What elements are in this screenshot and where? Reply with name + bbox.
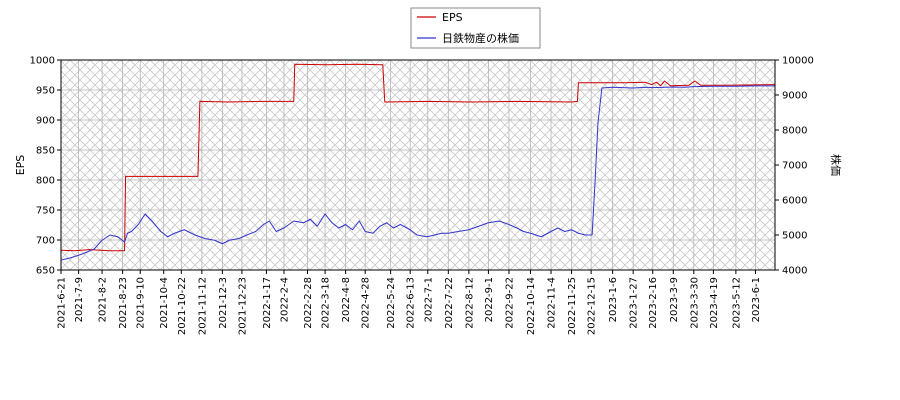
x-tick-label: 2021-6-21 <box>57 277 68 329</box>
x-tick-label: 2022-6-13 <box>406 277 417 329</box>
x-tick-label: 2022-12-15 <box>587 277 598 335</box>
plot-hatch <box>61 60 775 270</box>
x-tick-label: 2023-4-19 <box>709 277 720 329</box>
x-tick-label: 2022-11-25 <box>567 277 578 335</box>
x-tick-label: 2022-4-8 <box>341 277 352 322</box>
legend: EPS 日鉄物産の株価 <box>410 7 541 49</box>
x-tick-label: 2023-1-6 <box>608 277 619 322</box>
left-tick-label: 700 <box>36 236 55 247</box>
legend-label-eps: EPS <box>442 11 463 24</box>
right-axis: 4000 5000 6000 7000 8000 9000 10000 <box>775 56 814 277</box>
x-tick-label: 2023-6-1 <box>751 277 762 322</box>
left-tick-label: 950 <box>36 86 55 97</box>
left-tick-label: 900 <box>36 116 55 127</box>
right-tick-label: 7000 <box>782 161 807 172</box>
right-tick-label: 4000 <box>782 266 807 277</box>
x-tick-label: 2021-11-12 <box>197 277 208 335</box>
right-tick-label: 6000 <box>782 196 807 207</box>
right-axis-title: 株価 <box>829 154 843 176</box>
x-tick-label: 2022-9-22 <box>504 277 515 329</box>
x-axis: 2021-6-21 2021-7-9 2021-8-2 2021-8-23 2021-9… <box>57 270 762 335</box>
x-tick-label: 2022-9-1 <box>484 277 495 322</box>
x-tick-label: 2022-2-4 <box>280 277 291 322</box>
x-tick-label: 2022-10-14 <box>526 277 537 335</box>
series-line-stock-price <box>61 85 775 261</box>
x-tick-label: 2021-12-23 <box>237 277 248 335</box>
x-tick-label: 2023-1-27 <box>629 277 640 329</box>
x-tick-label: 2022-11-4 <box>547 277 558 329</box>
x-tick-label: 2021-10-22 <box>177 277 188 335</box>
legend-box <box>410 7 541 49</box>
x-tick-label: 2021-10-4 <box>159 277 170 329</box>
x-tick-label: 2023-2-16 <box>648 277 659 329</box>
series-line-eps <box>61 63 775 252</box>
x-tick-label: 2022-2-28 <box>303 277 314 329</box>
x-tick-label: 2021-12-3 <box>218 277 229 329</box>
left-tick-label: 750 <box>36 206 55 217</box>
x-tick-label: 2022-5-24 <box>386 277 397 329</box>
legend-label-price: 日鉄物産の株価 <box>442 31 519 45</box>
x-tick-label: 2022-7-22 <box>444 277 455 329</box>
x-tick-label: 2022-8-12 <box>464 277 475 329</box>
right-tick-label: 5000 <box>782 231 807 242</box>
x-tick-label: 2021-8-23 <box>118 277 129 329</box>
x-tick-label: 2021-9-10 <box>136 277 147 329</box>
x-tick-label: 2022-4-28 <box>361 277 372 329</box>
left-tick-label: 850 <box>36 146 55 157</box>
x-tick-label: 2023-5-12 <box>731 277 742 329</box>
left-tick-label: 800 <box>36 176 55 187</box>
left-axis-title: EPS <box>14 155 27 176</box>
right-tick-label: 10000 <box>782 56 814 67</box>
left-tick-label: 650 <box>36 266 55 277</box>
left-tick-label: 1000 <box>30 56 55 67</box>
x-tick-label: 2022-1-17 <box>262 277 273 329</box>
x-tick-label: 2021-7-9 <box>74 277 85 322</box>
right-tick-label: 9000 <box>782 91 807 102</box>
left-axis: 650 700 750 800 850 900 950 1000 <box>30 56 61 277</box>
x-tick-label: 2022-7-1 <box>423 277 434 322</box>
x-tick-label: 2022-3-18 <box>321 277 332 329</box>
right-tick-label: 8000 <box>782 126 807 137</box>
x-tick-label: 2021-8-2 <box>98 277 109 322</box>
x-tick-label: 2023-3-30 <box>689 277 700 329</box>
x-tick-label: 2023-3-9 <box>669 277 680 322</box>
series-layer <box>61 63 775 261</box>
